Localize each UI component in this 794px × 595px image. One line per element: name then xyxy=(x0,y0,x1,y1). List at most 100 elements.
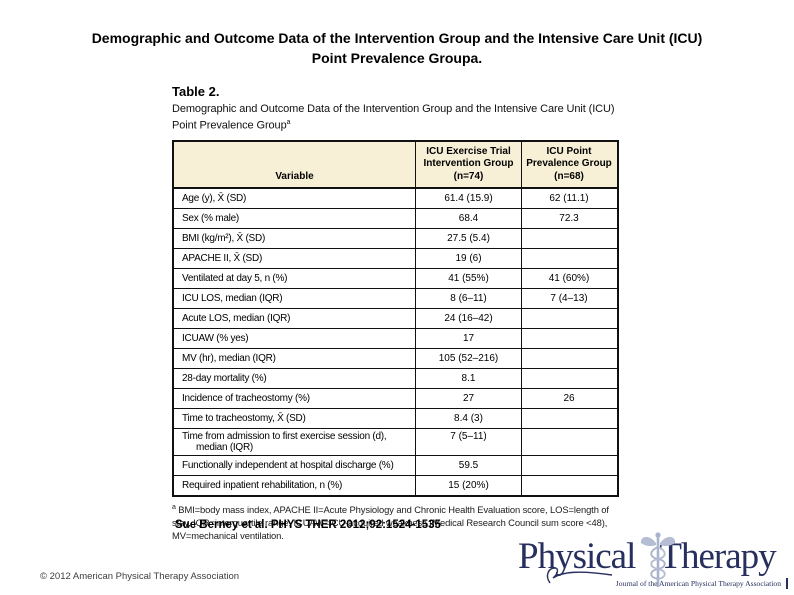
cell-intervention-value: 27.5 (5.4) xyxy=(416,229,522,249)
table-figure: Table 2. Demographic and Outcome Data of… xyxy=(172,84,619,543)
copyright-notice: © 2012 American Physical Therapy Associa… xyxy=(40,571,240,582)
cell-intervention-value: 61.4 (15.9) xyxy=(416,189,522,209)
cell-prevalence-value xyxy=(522,329,616,348)
cell-variable-text: Time from admission to first exercise se… xyxy=(182,431,387,443)
table-row: Ventilated at day 5, n (%) 41 (55%) 41 (… xyxy=(174,269,617,290)
data-table: Variable ICU Exercise Trial Intervention… xyxy=(172,139,619,498)
cell-prevalence-value: 72.3 xyxy=(559,213,579,225)
figure-caption-superscript: a xyxy=(286,119,291,126)
cell-variable-text: Age (y), X̄ (SD) xyxy=(182,193,247,205)
cell-intervention-value: 7 (5–11) xyxy=(416,429,522,456)
table-row: Acute LOS, median (IQR) 24 (16–42) xyxy=(174,309,617,330)
table-row: Functionally independent at hospital dis… xyxy=(174,456,617,477)
logo-word-therapy: Therapy xyxy=(659,536,776,577)
table-row: MV (hr), median (IQR) 105 (52–216) xyxy=(174,349,617,370)
cell-variable-text: ICU LOS, median (IQR) xyxy=(182,293,283,305)
cell-variable: Time to tracheostomy, X̄ (SD) xyxy=(174,409,416,429)
cell-intervention-value: 8.4 (3) xyxy=(416,409,522,429)
cell-prevalence-value: 41 (60%) xyxy=(548,273,590,285)
cell-prevalence-value: 7 (4–13) xyxy=(550,293,588,305)
cell-variable-text: Sex (% male) xyxy=(182,213,240,225)
cell-variable-text-line2: median (IQR) xyxy=(196,442,254,454)
cell-prevalence-value xyxy=(522,249,616,268)
slide-title: Demographic and Outcome Data of the Inte… xyxy=(0,28,794,68)
cell-variable-text: Required inpatient rehabilitation, n (%) xyxy=(182,480,343,492)
citation: Sue Berney et al. PHYS THER 2012;92:1524… xyxy=(175,519,441,531)
cell-variable-text: Ventilated at day 5, n (%) xyxy=(182,273,288,285)
logo-swoosh xyxy=(546,567,613,584)
cell-variable-text: MV (hr), median (IQR) xyxy=(182,353,276,365)
cell-variable: Required inpatient rehabilitation, n (%) xyxy=(174,476,416,496)
cell-intervention-value: 27 xyxy=(416,389,522,409)
cell-prevalence-value xyxy=(522,429,616,455)
logo-flourish xyxy=(786,578,788,589)
cell-variable: 28-day mortality (%) xyxy=(174,369,416,389)
table-row: Age (y), X̄ (SD) 61.4 (15.9) 62 (11.1) xyxy=(174,189,617,210)
figure-footnote: a BMI=body mass index, APACHE II=Acute P… xyxy=(172,502,619,543)
footnote-superscript: a xyxy=(172,504,176,512)
table-row: Sex (% male) 68.4 72.3 xyxy=(174,209,617,230)
cell-variable: Age (y), X̄ (SD) xyxy=(174,189,416,209)
table-row: ICU LOS, median (IQR) 8 (6–11) 7 (4–13) xyxy=(174,289,617,310)
cell-intervention-value: 8.1 xyxy=(416,369,522,389)
slide-title-line2: Point Prevalence Groupa. xyxy=(311,50,483,66)
cell-intervention-value: 8 (6–11) xyxy=(416,289,522,309)
logo-subtitle: Journal of the American Physical Therapy… xyxy=(615,579,781,588)
footnote-text: BMI=body mass index, APACHE II=Acute Phy… xyxy=(172,504,609,541)
cell-prevalence-value xyxy=(522,369,616,388)
table-row: APACHE II, X̄ (SD) 19 (6) xyxy=(174,249,617,270)
cell-variable-text: BMI (kg/m²), X̄ (SD) xyxy=(182,233,266,245)
cell-variable: APACHE II, X̄ (SD) xyxy=(174,249,416,269)
cell-intervention-value: 15 (20%) xyxy=(416,476,522,496)
cell-variable: MV (hr), median (IQR) xyxy=(174,349,416,369)
table-row: BMI (kg/m²), X̄ (SD) 27.5 (5.4) xyxy=(174,229,617,250)
table-row: 28-day mortality (%) 8.1 xyxy=(174,369,617,390)
table-row: Time from admission to first exercise se… xyxy=(174,429,617,457)
cell-intervention-value: 59.5 xyxy=(416,456,522,476)
table-row: Required inpatient rehabilitation, n (%)… xyxy=(174,476,617,496)
cell-variable-text: ICUAW (% yes) xyxy=(182,333,249,345)
cell-variable: ICUAW (% yes) xyxy=(174,329,416,349)
table-header-row: Variable ICU Exercise Trial Intervention… xyxy=(174,141,617,190)
cell-variable: Sex (% male) xyxy=(174,209,416,229)
cell-variable: Acute LOS, median (IQR) xyxy=(174,309,416,329)
figure-caption: Demographic and Outcome Data of the Inte… xyxy=(172,102,619,133)
cell-prevalence-value xyxy=(522,456,616,475)
journal-logo: Physical Therapy Journal of the American… xyxy=(518,532,790,592)
header-cell-intervention: ICU Exercise Trial Intervention Group (n… xyxy=(416,141,522,188)
cell-variable: ICU LOS, median (IQR) xyxy=(174,289,416,309)
caduceus-icon xyxy=(640,532,676,587)
cell-intervention-value: 68.4 xyxy=(416,209,522,229)
cell-prevalence-value xyxy=(522,349,616,368)
cell-variable-text: 28-day mortality (%) xyxy=(182,373,267,385)
cell-prevalence-value xyxy=(522,309,616,328)
cell-intervention-value: 105 (52–216) xyxy=(416,349,522,369)
table-row: Incidence of tracheostomy (%) 27 26 xyxy=(174,389,617,410)
cell-intervention-value: 24 (16–42) xyxy=(416,309,522,329)
cell-prevalence-value xyxy=(522,409,616,428)
header-cell-variable: Variable xyxy=(174,141,416,188)
cell-prevalence-value xyxy=(522,476,616,495)
header-cell-prevalence: ICU Point Prevalence Group (n=68) xyxy=(526,145,612,182)
cell-variable: Ventilated at day 5, n (%) xyxy=(174,269,416,289)
cell-intervention-value: 17 xyxy=(416,329,522,349)
cell-prevalence-value: 26 xyxy=(563,393,575,405)
table-row: ICUAW (% yes) 17 xyxy=(174,329,617,350)
figure-caption-text: Demographic and Outcome Data of the Inte… xyxy=(172,103,615,132)
table-row: Time to tracheostomy, X̄ (SD) 8.4 (3) xyxy=(174,409,617,430)
cell-prevalence-value xyxy=(522,229,616,248)
cell-variable: BMI (kg/m²), X̄ (SD) xyxy=(174,229,416,249)
cell-intervention-value: 41 (55%) xyxy=(416,269,522,289)
cell-variable-text: Time to tracheostomy, X̄ (SD) xyxy=(182,413,306,425)
logo-wordmark: Physical Therapy xyxy=(518,536,790,578)
cell-variable-text: Incidence of tracheostomy (%) xyxy=(182,393,310,405)
cell-variable: Time from admission to first exercise se… xyxy=(174,429,416,456)
cell-prevalence-value: 62 (11.1) xyxy=(549,193,589,205)
cell-variable-text: Functionally independent at hospital dis… xyxy=(182,460,394,472)
cell-variable-text: APACHE II, X̄ (SD) xyxy=(182,253,263,265)
figure-label: Table 2. xyxy=(172,84,220,99)
cell-variable-text: Acute LOS, median (IQR) xyxy=(182,313,291,325)
logo-word-physical: Physical xyxy=(518,536,636,577)
cell-variable: Incidence of tracheostomy (%) xyxy=(174,389,416,409)
